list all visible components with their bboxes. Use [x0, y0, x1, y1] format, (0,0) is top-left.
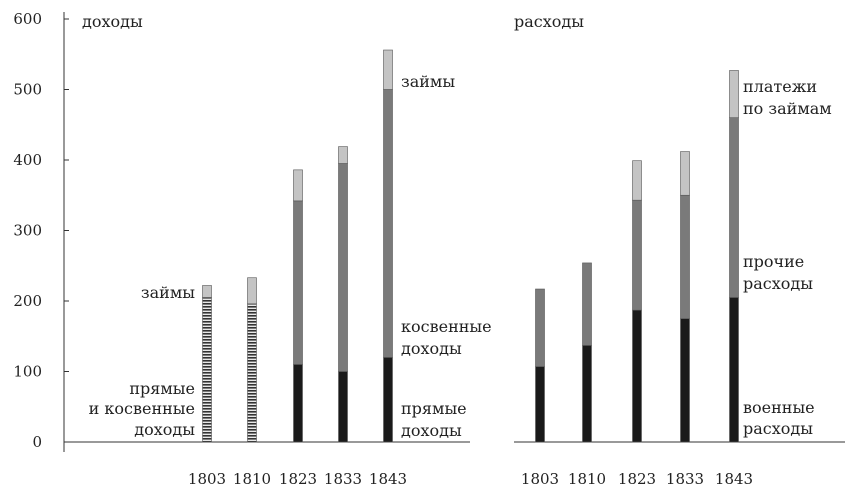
income-bar-indirect	[293, 200, 303, 365]
income-loans-label-left: займы	[141, 283, 195, 302]
income-direct-label-1: прямые	[401, 399, 467, 418]
expense-category-label: 1803	[521, 470, 559, 488]
expense-military-label-1: военные	[743, 398, 815, 417]
expense-military-label-2: расходы	[743, 419, 813, 438]
income-panel-title: доходы	[82, 12, 143, 31]
expense-category-label: 1833	[666, 470, 704, 488]
expense-category-label: 1843	[715, 470, 753, 488]
y-tick-label: 500	[13, 81, 42, 99]
income-bar-loans	[247, 277, 257, 305]
income-category-label: 1843	[369, 470, 407, 488]
expense-other-label-1: прочие	[743, 252, 804, 271]
y-tick-label: 0	[32, 433, 42, 451]
expense-other-label-2: расходы	[743, 274, 813, 293]
expense-bar-debt_payments	[680, 151, 690, 196]
expense-debt-label-2: по займам	[743, 99, 832, 118]
expense-bar-military	[729, 297, 739, 443]
income-bar-combined	[247, 303, 257, 443]
expense-bar-military	[582, 345, 592, 443]
income-indirect-label-1: косвенные	[401, 317, 492, 336]
y-tick-label: 200	[13, 292, 42, 310]
income-bar-direct	[293, 364, 303, 443]
expense-bar-military	[680, 318, 690, 443]
income-category-label: 1810	[233, 470, 271, 488]
expense-bar-debt_payments	[729, 70, 739, 118]
income-bar-direct	[338, 371, 348, 443]
income-bars	[202, 49, 393, 443]
expense-bars	[535, 70, 739, 443]
income-bar-combined	[202, 297, 212, 443]
y-tick-label: 400	[13, 151, 42, 169]
income-indirect-label-2: доходы	[401, 339, 462, 358]
income-category-label: 1823	[279, 470, 317, 488]
income-combined-label-2: и косвенные	[89, 399, 195, 418]
expense-bar-military	[632, 309, 642, 443]
income-bar-loans	[202, 285, 212, 298]
expense-bar-other	[582, 262, 592, 346]
income-bar-indirect	[383, 89, 393, 358]
expense-category-label: 1823	[618, 470, 656, 488]
y-tick-label: 600	[13, 10, 42, 28]
expense-panel: расходы 1803 1810 1823 1833 1843 платежи по …	[514, 12, 845, 488]
expense-bar-debt_payments	[632, 160, 642, 201]
y-tick-label: 300	[13, 222, 42, 240]
income-category-label: 1803	[188, 470, 226, 488]
income-bar-indirect	[338, 163, 348, 372]
income-bar-loans	[293, 169, 303, 202]
income-bar-direct	[383, 357, 393, 443]
expense-category-labels: 1803 1810 1823 1833 1843	[521, 470, 753, 488]
expense-bar-other	[535, 288, 545, 367]
income-combined-label-3: доходы	[134, 420, 195, 439]
income-loans-label-right: займы	[401, 72, 455, 91]
expense-bar-other	[632, 199, 642, 311]
expense-bar-military	[535, 366, 545, 443]
expense-panel-title: расходы	[514, 12, 584, 31]
expense-bar-other	[680, 194, 690, 319]
income-bar-loans	[383, 49, 393, 90]
expense-category-label: 1810	[568, 470, 606, 488]
income-category-label: 1833	[324, 470, 362, 488]
expense-bar-other	[729, 117, 739, 298]
income-category-labels: 1803 1810 1823 1833 1843	[188, 470, 407, 488]
income-combined-label-1: прямые	[129, 379, 195, 398]
income-direct-label-2: доходы	[401, 421, 462, 440]
income-bar-loans	[338, 146, 348, 164]
income-y-ticks: 0 100 200 300 400 500 600	[13, 10, 69, 451]
y-tick-label: 100	[13, 363, 42, 381]
expense-debt-label-1: платежи	[743, 77, 817, 96]
